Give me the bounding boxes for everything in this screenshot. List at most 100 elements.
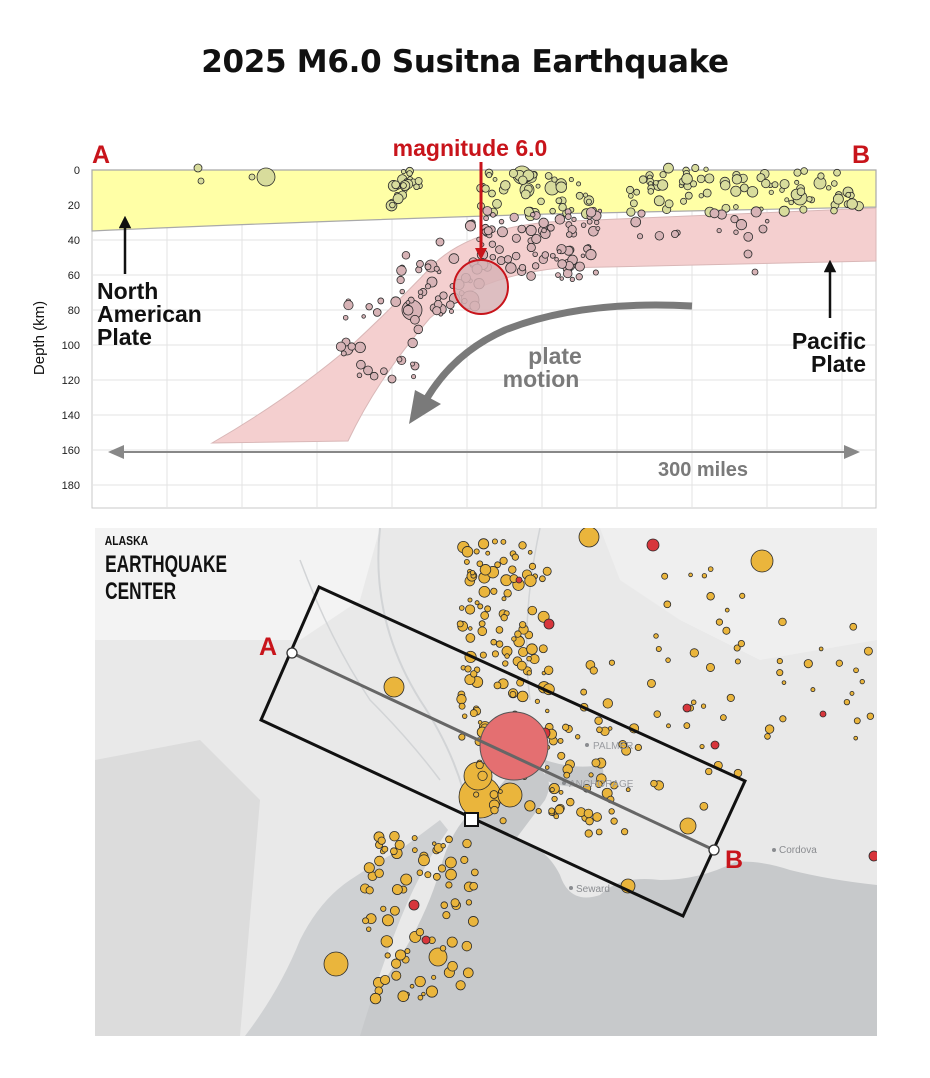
map-earthquake-marker: [479, 564, 492, 576]
map-earthquake-marker: [390, 958, 402, 969]
earthquake-marker: [372, 308, 382, 317]
map-earthquake-marker: [557, 751, 566, 760]
y-tick-label: 80: [68, 305, 80, 317]
map-earthquake-marker: [501, 596, 507, 602]
map-earthquake-marker: [515, 576, 523, 584]
earthquake-marker: [592, 269, 599, 276]
map-earthquake-marker: [610, 817, 618, 825]
earthquake-marker: [709, 208, 720, 219]
map-earthquake-marker: [705, 662, 715, 672]
earthquake-marker: [730, 215, 739, 224]
map-earthquake-marker: [445, 881, 453, 889]
earthquake-marker: [793, 168, 802, 177]
map-earthquake-marker: [504, 653, 510, 659]
y-tick-label: 180: [62, 480, 80, 492]
map-earthquake-marker: [428, 947, 448, 967]
map-earthquake-marker: [776, 669, 784, 677]
earthquake-marker: [684, 191, 693, 200]
map-earthquake-marker: [700, 703, 707, 709]
earthquake-marker: [541, 227, 547, 234]
map-earthquake-marker: [514, 630, 522, 638]
map-earthquake-marker: [539, 575, 546, 583]
map-earthquake-marker: [548, 807, 556, 815]
map-earthquake-marker: [409, 983, 415, 989]
map-earthquake-marker: [491, 538, 498, 545]
map-earthquake-marker: [467, 916, 479, 927]
earthquake-marker: [525, 224, 537, 236]
earthquake-marker: [564, 213, 572, 221]
map-earthquake-marker: [478, 620, 486, 628]
map-earthquake-marker: [437, 864, 447, 873]
map-earthquake-marker: [366, 926, 372, 932]
earthquake-marker: [410, 361, 415, 367]
earthquake-marker: [256, 167, 276, 187]
map-earthquake-marker: [495, 626, 504, 634]
map-earthquake-marker: [764, 724, 775, 734]
earthquake-marker: [424, 263, 432, 271]
y-tick-label: 160: [62, 445, 80, 457]
map-earthquake-marker: [442, 911, 451, 920]
map-earthquake-marker: [682, 703, 692, 713]
earthquake-marker: [663, 162, 674, 174]
map-earthquake-marker: [544, 765, 550, 770]
earthquake-marker: [549, 252, 556, 259]
earthquake-marker: [517, 224, 527, 234]
earthquake-marker: [413, 324, 424, 335]
earthquake-marker: [691, 164, 700, 172]
map-earthquake-marker: [500, 614, 508, 622]
earthquake-marker: [735, 219, 748, 231]
map-terrain-patch: [95, 740, 260, 1036]
map-earthquake-marker: [490, 587, 498, 595]
north-american-plate-label: Plate: [97, 324, 152, 350]
map-earthquake-marker: [390, 847, 398, 856]
y-tick-label: 120: [62, 375, 80, 387]
map-earthquake-marker: [737, 639, 745, 648]
earthquake-marker: [558, 203, 567, 212]
earthquake-marker: [778, 205, 790, 217]
earthquake-marker: [400, 182, 407, 189]
map-earthquake-marker: [538, 644, 548, 654]
map-earthquake-marker: [584, 829, 593, 838]
earthquake-marker: [628, 193, 634, 199]
map-earthquake-marker: [724, 607, 730, 613]
earthquake-marker: [846, 198, 858, 210]
map-earthquake-marker: [739, 592, 746, 599]
earthquake-marker: [532, 251, 538, 257]
earthquake-marker: [833, 168, 841, 177]
map-earthquake-marker: [803, 659, 813, 669]
map-earthquake-marker: [679, 817, 697, 835]
north-american-plate-label: North: [97, 278, 158, 304]
earthquake-marker: [492, 198, 502, 209]
map-earthquake-marker: [549, 787, 555, 793]
map-earthquake-marker: [511, 636, 517, 642]
earthquake-marker: [490, 212, 496, 218]
map-earthquake-marker: [380, 905, 387, 912]
north-american-plate-label: American: [97, 301, 202, 327]
map-earthquake-marker: [461, 940, 473, 952]
map-earthquake-marker: [478, 538, 490, 550]
map-earthquake-marker: [439, 945, 447, 952]
map-earthquake-marker: [404, 948, 411, 955]
map-earthquake-marker: [562, 723, 570, 731]
earthquake-marker: [531, 262, 540, 270]
map-earthquake-marker: [661, 572, 669, 580]
map-earthquake-marker: [563, 771, 571, 779]
earthquake-marker: [568, 177, 574, 183]
map-terrain-patch: [600, 528, 877, 660]
earthquake-marker: [731, 174, 743, 185]
map-earthquake-marker: [553, 813, 560, 820]
earthquake-marker: [503, 255, 513, 264]
map-earthquake-marker: [467, 597, 473, 603]
section-end-a-label: A: [92, 141, 110, 169]
earthquake-marker: [557, 259, 567, 269]
map-earthquake-marker: [588, 772, 594, 778]
map-earthquake-marker: [421, 935, 431, 945]
map-earthquake-marker: [726, 693, 735, 702]
map-earthquake-marker: [527, 605, 538, 616]
cross-section-line: [291, 651, 715, 852]
map-earthquake-marker: [464, 665, 472, 673]
map-earthquake-marker: [578, 528, 600, 548]
map-earthquake-marker: [690, 699, 697, 706]
map-earthquake-marker: [595, 828, 603, 836]
map-earthquake-marker: [456, 694, 467, 705]
